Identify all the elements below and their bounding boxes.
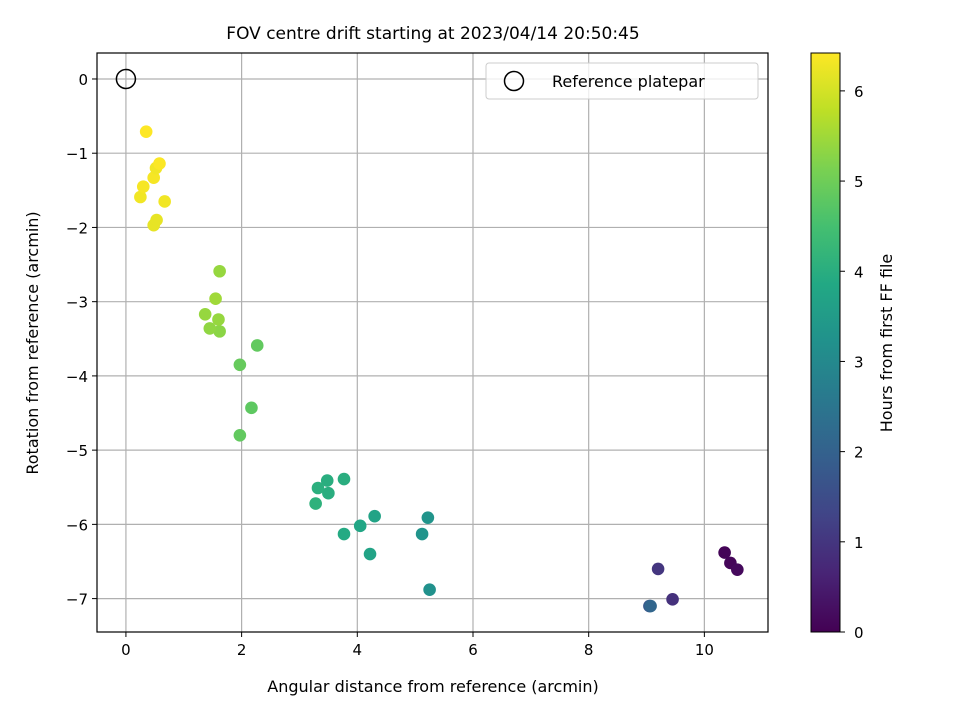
data-point [213,264,226,278]
data-point [212,313,225,326]
data-points [115,68,744,613]
colorbar-tick-label: 3 [854,353,864,371]
y-tick-label: −7 [66,591,88,609]
data-point [644,599,657,613]
y-tick-label: −4 [66,368,88,386]
y-tick-label: −3 [66,294,88,312]
colorbar-gradient [810,52,841,633]
data-point [423,583,436,596]
data-point [233,358,247,372]
colorbar-tick-label: 6 [854,83,864,101]
y-tick-label: 0 [78,71,88,89]
data-point [136,180,150,193]
colorbar-tick-label: 0 [854,624,864,642]
x-tick-label: 6 [468,641,478,659]
data-point [198,307,212,321]
x-tick-label: 0 [121,641,131,659]
x-axis-label: Angular distance from reference (arcmin) [267,677,598,696]
data-point [731,563,744,576]
y-tick-label: −1 [66,145,88,163]
data-point [368,509,381,523]
data-point [337,527,351,541]
data-point [153,157,166,170]
data-point [233,428,247,442]
legend-box [485,62,759,100]
legend-marker-open-circle [503,70,525,92]
data-point [150,213,163,227]
data-point [421,511,435,524]
colorbar-tick-label: 2 [854,444,864,462]
data-point [666,593,679,606]
x-tick-label: 2 [237,641,247,659]
data-point [250,339,264,352]
data-point [147,171,160,185]
data-point [309,497,322,510]
data-point [203,322,217,335]
colorbar-ticks: 0 1 2 3 4 5 6 [840,83,864,642]
chart-title: FOV centre drift starting at 2023/04/14 … [226,24,639,44]
data-point [353,519,367,533]
legend-label-reference-platepar: Reference platepar [552,72,705,91]
y-tick-label: −2 [66,219,88,237]
data-point [337,472,351,486]
colorbar-tick-label: 1 [854,534,864,552]
y-tick-label: −6 [66,516,88,534]
colorbar-label: Hours from first FF file [877,254,896,433]
colorbar-tick-label: 4 [854,263,864,281]
data-point [363,547,377,561]
data-point [415,527,429,541]
data-point [322,486,335,500]
data-point [139,125,153,138]
x-tick-label: 10 [695,641,714,659]
plot-frame [96,52,769,633]
data-point [320,474,334,487]
x-tick-label: 8 [584,641,594,659]
data-point [718,546,731,559]
legend: Reference platepar [485,62,759,100]
x-tick-label: 4 [353,641,363,659]
data-point [134,190,147,204]
y-tick-label: −5 [66,442,88,460]
y-axis-label: Rotation from reference (arcmin) [23,211,42,474]
reference-platepar-marker [115,68,137,90]
data-point [245,401,258,415]
colorbar-tick-label: 5 [854,173,864,191]
data-point [158,195,171,208]
data-point [651,562,665,576]
grid [97,53,768,632]
data-point [209,292,222,306]
axis-ticks: 0 2 4 6 8 10 0 −1 −2 −3 −4 −5 −6 −7 [66,71,714,659]
data-point [311,481,325,495]
data-point [213,325,226,338]
colorbar: 0 1 2 3 4 5 6 Hours from first FF file [810,52,896,642]
